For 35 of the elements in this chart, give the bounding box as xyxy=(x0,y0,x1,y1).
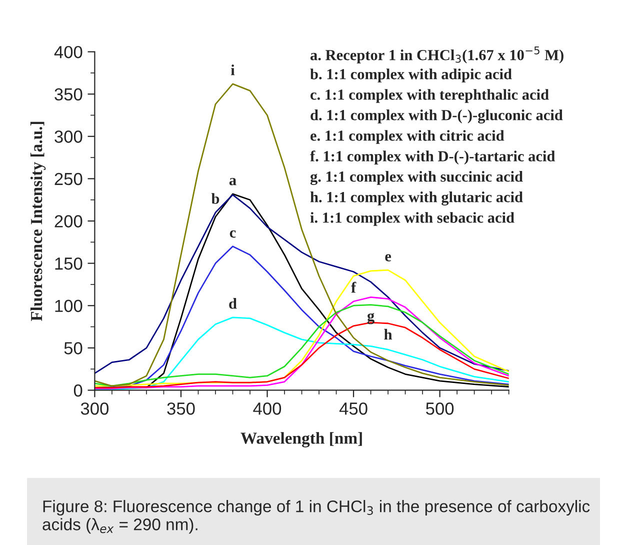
y-tick-label: 0 xyxy=(74,384,82,397)
y-axis-title: Fluorescence Intensity [a.u.] xyxy=(30,122,46,322)
x-axis-title: Wavelength [nm] xyxy=(240,432,362,448)
y-tick-label: 50 xyxy=(64,342,82,354)
annotation: c xyxy=(230,230,236,238)
x-tick-label: 450 xyxy=(339,402,368,415)
annotation: g xyxy=(367,312,374,324)
text: Figure 8: Fluorescence change of 1 in CHCl$_{3}$ in the presence of carboxylic acids (λ$_{ex}$ = 290 nm). xyxy=(42,500,590,534)
annotation: i. 1:1 complex with sebacic acid xyxy=(310,212,514,226)
x-tick-label: 500 xyxy=(426,402,454,415)
x-tick-label: 350 xyxy=(167,402,195,415)
x-tick-label: 400 xyxy=(253,402,282,415)
annotation: e. 1:1 complex with citric acid xyxy=(310,130,504,144)
annotation: d. 1:1 complex with D-(-)-gluconic acid xyxy=(310,110,563,124)
annotation: a xyxy=(229,178,236,186)
y-tick-label: 100 xyxy=(55,300,82,312)
annotation: i xyxy=(230,64,235,76)
annotation: e xyxy=(385,254,392,262)
y-tick-label: 350 xyxy=(54,88,82,101)
y-tick-label: 200 xyxy=(54,215,82,228)
y-tick-label: 150 xyxy=(55,257,82,270)
y-tick-label: 250 xyxy=(54,172,82,186)
annotation: h xyxy=(384,328,392,340)
annotation: f. 1:1 complex with D-(-)-tartaric acid xyxy=(310,150,556,165)
annotation: c. 1:1 complex with terephthalic acid xyxy=(310,89,549,103)
annotation: h. 1:1 complex with glutaric acid xyxy=(310,192,523,206)
annotation: d xyxy=(229,298,237,309)
annotation: f xyxy=(351,282,356,293)
annotation: g. 1:1 complex with succinic acid xyxy=(310,171,523,185)
annotation: b xyxy=(211,193,220,204)
y-tick-label: 300 xyxy=(54,130,82,143)
y-tick-label: 400 xyxy=(54,46,82,58)
annotation: a. Receptor 1 in CHCl$_{3}$(1.67 x 10$^{−5}$ M) xyxy=(310,46,564,64)
x-tick-label: 300 xyxy=(80,402,109,415)
annotation: b. 1:1 complex with adipic acid xyxy=(310,68,512,82)
